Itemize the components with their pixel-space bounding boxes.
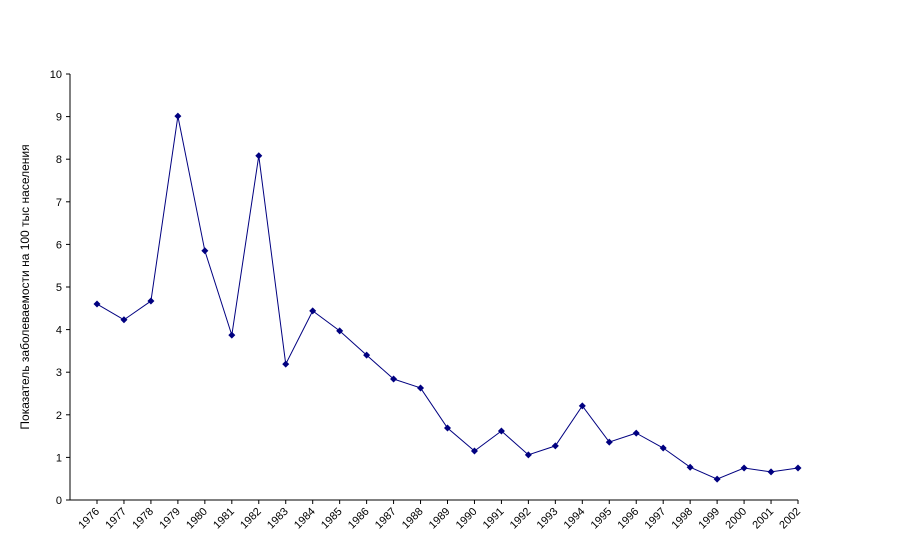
x-tick-label: 1995 bbox=[589, 506, 615, 532]
x-tick-label: 1984 bbox=[292, 506, 318, 532]
x-tick-label: 1989 bbox=[427, 506, 453, 532]
x-tick-label: 1983 bbox=[265, 506, 291, 532]
x-tick-label: 1976 bbox=[76, 506, 102, 532]
x-tick-label: 1987 bbox=[373, 506, 399, 532]
marker bbox=[444, 424, 451, 432]
y-tick-label: 3 bbox=[56, 367, 62, 379]
marker bbox=[390, 375, 398, 383]
marker bbox=[120, 316, 128, 324]
x-tick-label: 1978 bbox=[130, 506, 156, 532]
marker bbox=[686, 463, 694, 471]
y-tick-label: 9 bbox=[56, 112, 62, 124]
x-tick-label: 1986 bbox=[346, 506, 372, 532]
y-tick-label: 0 bbox=[56, 495, 62, 507]
y-axis-label: Показатель заболеваемости на 100 тыс нас… bbox=[18, 144, 32, 429]
marker bbox=[632, 429, 640, 437]
marker bbox=[578, 402, 586, 410]
y-tick-label: 6 bbox=[56, 239, 62, 251]
marker bbox=[740, 464, 748, 472]
marker bbox=[201, 247, 209, 255]
marker bbox=[551, 442, 559, 450]
x-tick-label: 1999 bbox=[696, 506, 722, 532]
marker bbox=[93, 300, 101, 308]
marker bbox=[794, 464, 802, 472]
marker bbox=[255, 152, 263, 160]
marker bbox=[659, 444, 667, 452]
x-tick-label: 1985 bbox=[319, 506, 345, 532]
x-tick-label: 1979 bbox=[157, 506, 183, 532]
x-tick-label: 1997 bbox=[643, 506, 669, 532]
x-tick-label: 1996 bbox=[616, 506, 642, 532]
marker bbox=[309, 307, 317, 315]
marker bbox=[363, 351, 371, 359]
x-tick-label: 2002 bbox=[777, 506, 803, 532]
x-tick-label: 1991 bbox=[481, 506, 507, 532]
marker bbox=[713, 475, 721, 483]
marker bbox=[282, 360, 290, 368]
marker bbox=[174, 112, 182, 120]
marker bbox=[524, 451, 532, 459]
y-tick-label: 4 bbox=[56, 325, 62, 337]
x-tick-label: 1993 bbox=[535, 506, 561, 532]
x-tick-label: 1980 bbox=[184, 506, 210, 532]
y-tick-label: 2 bbox=[56, 410, 62, 422]
x-tick-label: 1977 bbox=[103, 506, 129, 532]
marker bbox=[767, 468, 775, 476]
y-tick-label: 8 bbox=[56, 154, 62, 166]
x-tick-label: 1981 bbox=[211, 506, 237, 532]
x-tick-label: 1994 bbox=[562, 506, 588, 532]
marker bbox=[417, 384, 425, 392]
marker bbox=[147, 297, 155, 305]
x-tick-label: 2001 bbox=[750, 506, 776, 532]
x-tick-label: 1992 bbox=[508, 506, 534, 532]
x-tick-label: 1990 bbox=[454, 506, 480, 532]
y-tick-label: 1 bbox=[56, 452, 62, 464]
x-tick-label: 2000 bbox=[723, 506, 749, 532]
marker bbox=[336, 327, 344, 335]
marker bbox=[497, 427, 505, 435]
marker bbox=[605, 438, 613, 446]
y-tick-label: 5 bbox=[56, 282, 62, 294]
y-tick-label: 10 bbox=[50, 69, 62, 81]
x-tick-label: 1988 bbox=[400, 506, 426, 532]
x-tick-label: 1998 bbox=[669, 506, 695, 532]
marker bbox=[470, 447, 478, 455]
x-tick-label: 1982 bbox=[238, 506, 264, 532]
y-tick-label: 7 bbox=[56, 197, 62, 209]
marker bbox=[228, 331, 236, 339]
